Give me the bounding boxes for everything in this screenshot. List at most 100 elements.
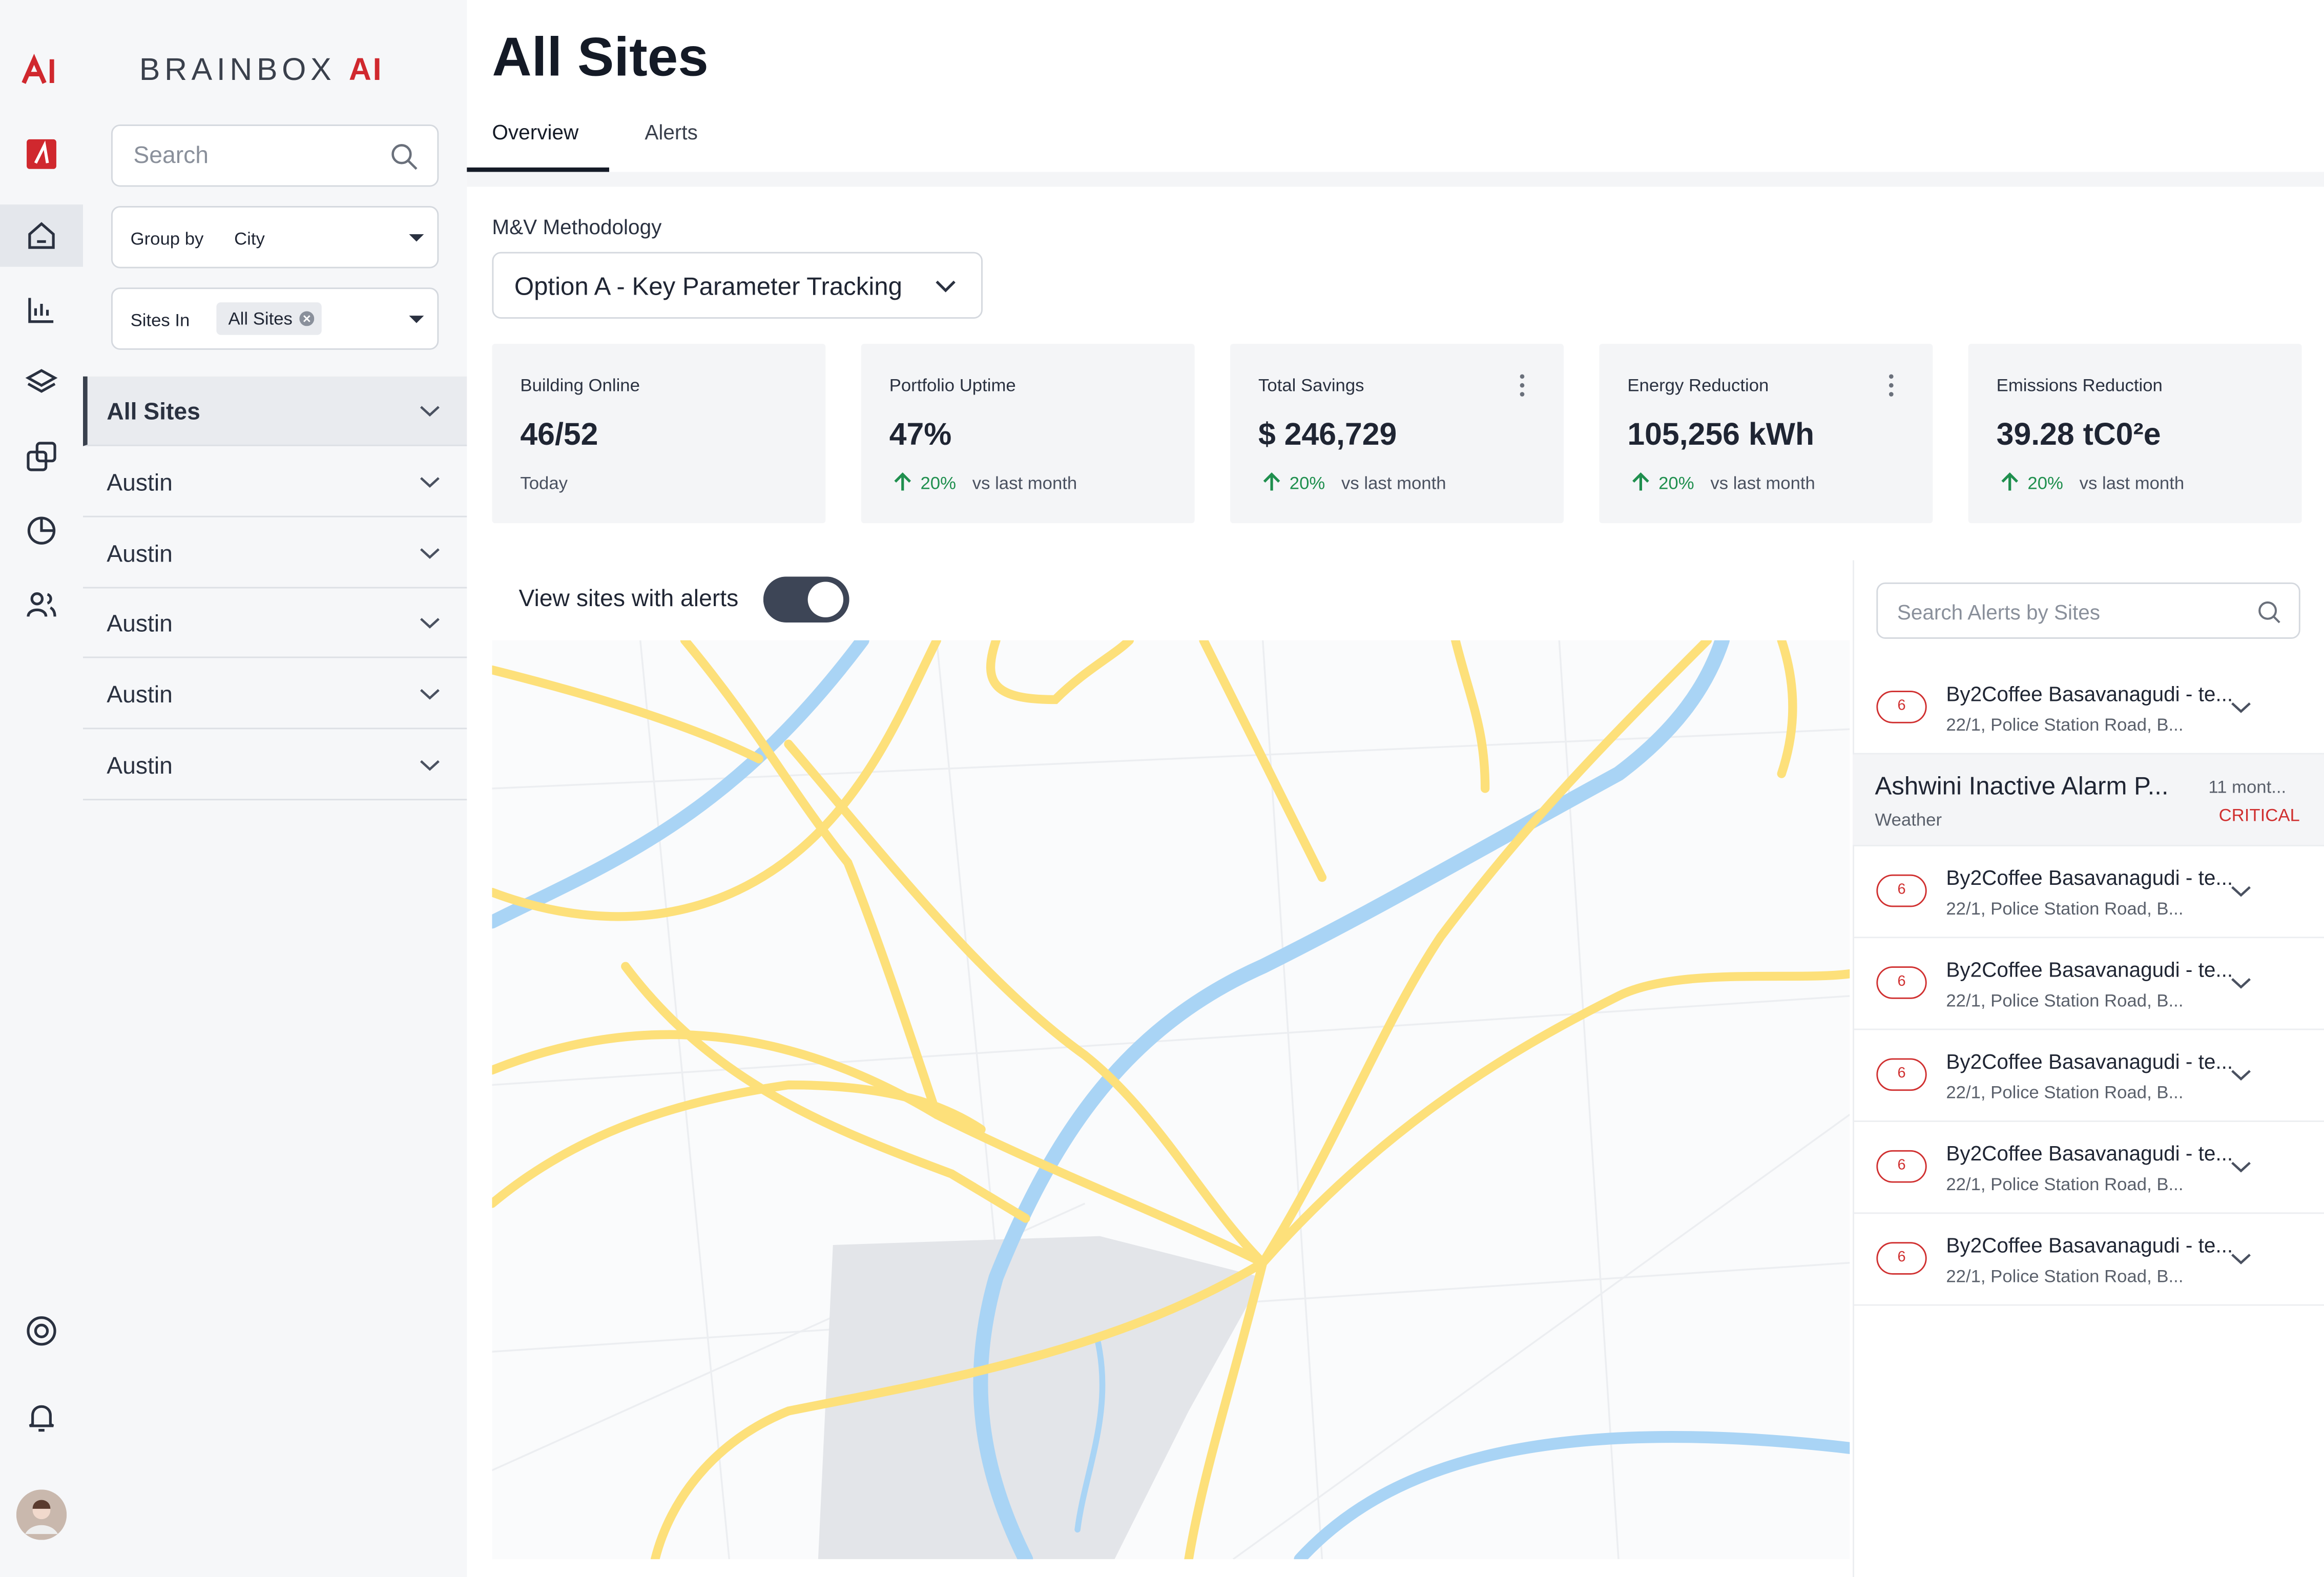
tree-item[interactable]: Austin xyxy=(83,731,467,800)
kpi-label: Emissions Reduction xyxy=(1996,375,2163,396)
kpi-note: vs last month xyxy=(1341,472,1446,494)
pie-icon[interactable] xyxy=(24,513,59,548)
map-shape xyxy=(936,280,956,293)
search-box[interactable]: Search xyxy=(111,125,439,187)
chevron xyxy=(420,689,440,700)
alert-address: 22/1, Police Station Road, B... xyxy=(1946,1174,2184,1195)
layers-icon[interactable] xyxy=(24,365,59,400)
chip[interactable]: All Sites xyxy=(216,302,322,335)
chevron xyxy=(420,477,440,488)
map-shape xyxy=(2231,1161,2251,1173)
kpi-card: Portfolio Uptime 47% 20% vs last month xyxy=(861,344,1195,524)
alert-row[interactable]: 6 By2Coffee Basavanagudi - te... 22/1, Pol… xyxy=(1853,1214,2324,1306)
map-shape xyxy=(407,160,418,170)
alert-title: Ashwini Inactive Alarm P... xyxy=(1875,772,2169,801)
kpi-value: 105,256 kWh xyxy=(1627,418,1815,452)
tree-item[interactable]: Austin xyxy=(83,589,467,659)
users-icon[interactable] xyxy=(24,587,59,623)
map-shape xyxy=(1451,640,1490,793)
chevron xyxy=(2231,1254,2251,1264)
kpi-note: Today xyxy=(520,472,568,494)
methodology-select[interactable]: Option A - Key Parameter Tracking xyxy=(492,252,983,319)
alert-row[interactable]: 6 By2Coffee Basavanagudi - te... 22/1, Pol… xyxy=(1853,1122,2324,1214)
select-label: Sites In xyxy=(130,309,190,331)
map-shape xyxy=(34,140,49,164)
map-shape xyxy=(2231,1254,2251,1264)
tree-item[interactable]: Austin xyxy=(83,518,467,588)
avatar[interactable] xyxy=(16,1489,67,1540)
map-shape xyxy=(30,592,44,606)
kpi-label: Building Online xyxy=(520,375,640,396)
alert-time: 11 mont... xyxy=(2208,776,2287,798)
map-shape xyxy=(304,315,311,322)
chip-remove[interactable] xyxy=(300,311,315,326)
search-icon xyxy=(391,144,418,170)
map-shape xyxy=(492,665,763,763)
tree-label: Austin xyxy=(107,471,173,497)
alert-category: Weather xyxy=(1875,809,1942,831)
map[interactable] xyxy=(492,640,1850,1560)
copy-icon[interactable] xyxy=(24,439,59,474)
alert-row[interactable]: 6 By2Coffee Basavanagudi - te... 22/1, Pol… xyxy=(1853,846,2324,939)
tree-label: Austin xyxy=(107,612,173,638)
app-icon[interactable] xyxy=(24,136,59,172)
kpi-change: 20% xyxy=(1289,472,1325,494)
tree-item[interactable]: All Sites xyxy=(83,376,467,446)
chevron xyxy=(2231,1161,2251,1173)
home-icon[interactable] xyxy=(24,218,59,253)
tree-item[interactable]: Austin xyxy=(83,448,467,517)
ai-logo xyxy=(22,53,54,84)
caret xyxy=(409,234,424,242)
chevron xyxy=(420,618,440,629)
alerts-search[interactable]: Search Alerts by Sites xyxy=(1876,582,2300,639)
group-by-select[interactable]: Group by City xyxy=(111,206,439,268)
kpi-value: $ 246,729 xyxy=(1258,418,1397,452)
tree-label: All Sites xyxy=(107,400,200,426)
tree-item[interactable]: Austin xyxy=(83,660,467,730)
bell-icon[interactable] xyxy=(24,1399,59,1435)
map-shape xyxy=(409,234,424,242)
map-shape xyxy=(1263,472,1280,491)
sidebar: BRAINBOX AI Search Group by City Sites I… xyxy=(83,0,467,1577)
map-shape xyxy=(34,1323,49,1338)
chart-icon[interactable] xyxy=(24,292,59,327)
alert-badge: 6 xyxy=(1876,1058,1927,1091)
map-shape xyxy=(1777,640,1797,778)
map-shape xyxy=(2231,978,2251,989)
help-icon[interactable] xyxy=(24,1313,59,1348)
tab-active[interactable]: Overview xyxy=(492,120,579,144)
map-shape xyxy=(1520,392,1525,397)
tab[interactable]: Alerts xyxy=(645,120,698,144)
map-shape xyxy=(27,450,48,471)
alert-title: By2Coffee Basavanagudi - te... xyxy=(1946,1233,2233,1257)
brand-suffix: AI xyxy=(348,53,383,88)
sites-in-select[interactable]: Sites In All Sites xyxy=(111,287,439,350)
alert-row[interactable]: 6 By2Coffee Basavanagudi - te... 22/1, Pol… xyxy=(1853,938,2324,1030)
select-value: City xyxy=(234,228,265,250)
map-shape xyxy=(1889,383,1894,388)
select-value: Option A - Key Parameter Tracking xyxy=(514,273,902,301)
tree-label: Austin xyxy=(107,683,173,709)
kpi-value: 46/52 xyxy=(520,418,598,452)
chevron xyxy=(936,280,956,293)
map-shape xyxy=(1258,969,1850,1268)
kpi-value: 39.28 tC0²e xyxy=(1996,418,2161,452)
more-menu[interactable] xyxy=(1519,374,1525,397)
map-shape xyxy=(420,689,440,700)
map-shape xyxy=(28,298,54,323)
toggle[interactable] xyxy=(763,576,849,623)
alert-row[interactable]: Ashwini Inactive Alarm P... 11 mont... Wea… xyxy=(1853,754,2324,846)
page-title: All Sites xyxy=(492,27,709,88)
alert-row[interactable]: 6 By2Coffee Basavanagudi - te... 22/1, Pol… xyxy=(1853,662,2324,755)
alert-row[interactable]: 6 By2Coffee Basavanagudi - te... 22/1, Pol… xyxy=(1853,1030,2324,1122)
map-shape xyxy=(391,144,412,164)
chevron xyxy=(420,406,440,417)
map-shape xyxy=(650,1258,1268,1560)
select-label: Group by xyxy=(130,228,204,250)
map-shape xyxy=(420,618,440,629)
alert-title: By2Coffee Basavanagudi - te... xyxy=(1946,1049,2233,1073)
map-shape xyxy=(420,477,440,488)
more-menu[interactable] xyxy=(1889,374,1895,397)
map-shape xyxy=(409,316,424,323)
